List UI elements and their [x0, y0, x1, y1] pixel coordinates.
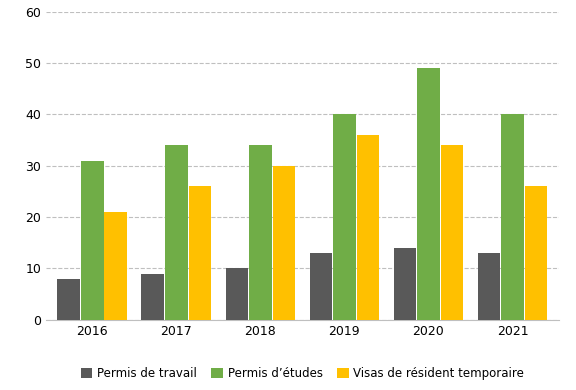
Bar	[81, 161, 104, 320]
Bar	[249, 145, 272, 320]
Legend: Permis de travail, Permis d’études, Visas de résident temporaire: Permis de travail, Permis d’études, Visa…	[76, 363, 529, 385]
Bar	[188, 186, 211, 320]
Bar	[441, 145, 463, 320]
Bar	[309, 253, 332, 320]
Bar	[417, 68, 440, 320]
Bar	[333, 114, 356, 320]
Bar	[501, 114, 524, 320]
Bar	[272, 166, 295, 320]
Bar	[357, 135, 380, 320]
Bar	[165, 145, 188, 320]
Bar	[478, 253, 501, 320]
Bar	[393, 248, 416, 320]
Bar	[142, 274, 164, 320]
Bar	[104, 212, 127, 320]
Bar	[525, 186, 547, 320]
Bar	[226, 268, 248, 320]
Bar	[58, 279, 80, 320]
